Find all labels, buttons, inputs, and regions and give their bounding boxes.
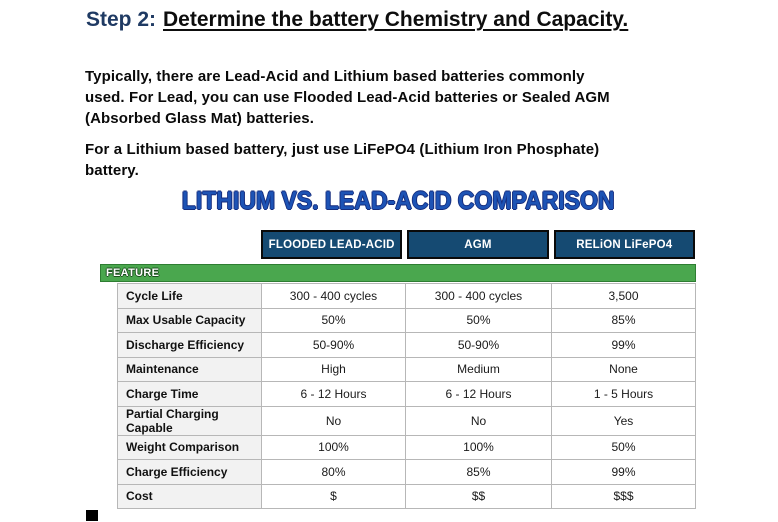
value-cell: No xyxy=(261,405,406,436)
column-header-flooded-lead-acid: FLOODED LEAD-ACID xyxy=(261,230,403,259)
value-cell: 99% xyxy=(551,459,696,485)
feature-cell: Partial Charging Capable xyxy=(117,405,262,436)
value-cell: High xyxy=(261,356,406,382)
feature-band-label: FEATURE xyxy=(106,267,160,279)
value-cell: 50% xyxy=(551,434,696,460)
value-cell: 3,500 xyxy=(551,283,696,309)
value-cell: 99% xyxy=(551,332,696,358)
step-heading-title: Determine the battery Chemistry and Capa… xyxy=(163,8,629,31)
value-cell: 80% xyxy=(261,459,406,485)
feature-cell: Cycle Life xyxy=(117,283,262,309)
feature-band: FEATURE xyxy=(100,264,696,282)
value-cell: $ xyxy=(261,483,406,509)
table-row: Cost $ $$ $$$ xyxy=(117,483,696,509)
value-cell: $$$ xyxy=(551,483,696,509)
value-cell: No xyxy=(405,405,552,436)
feature-cell: Maintenance xyxy=(117,356,262,382)
value-cell: Yes xyxy=(551,405,696,436)
value-cell: 6 - 12 Hours xyxy=(405,381,552,407)
value-cell: 1 - 5 Hours xyxy=(551,381,696,407)
value-cell: Medium xyxy=(405,356,552,382)
comparison-header-row: FLOODED LEAD-ACID AGM RELiON LiFePO4 xyxy=(261,230,695,259)
comparison-table-title: LITHIUM VS. LEAD-ACID COMPARISON xyxy=(182,187,615,215)
value-cell: 100% xyxy=(261,434,406,460)
step-number-label: Step 2: xyxy=(86,8,157,31)
value-cell: 300 - 400 cycles xyxy=(405,283,552,309)
value-cell: 85% xyxy=(551,307,696,333)
value-cell: 300 - 400 cycles xyxy=(261,283,406,309)
comparison-table: Cycle Life 300 - 400 cycles 300 - 400 cy… xyxy=(117,283,696,509)
table-row: Weight Comparison 100% 100% 50% xyxy=(117,434,696,460)
table-row: Cycle Life 300 - 400 cycles 300 - 400 cy… xyxy=(117,283,696,309)
value-cell: 50-90% xyxy=(405,332,552,358)
value-cell: 6 - 12 Hours xyxy=(261,381,406,407)
value-cell: 50-90% xyxy=(261,332,406,358)
feature-cell: Cost xyxy=(117,483,262,509)
value-cell: 100% xyxy=(405,434,552,460)
feature-cell: Max Usable Capacity xyxy=(117,307,262,333)
table-row: Max Usable Capacity 50% 50% 85% xyxy=(117,307,696,333)
feature-cell: Weight Comparison xyxy=(117,434,262,460)
end-of-content-square xyxy=(86,510,98,521)
step-heading: Step 2: Determine the battery Chemistry a… xyxy=(86,5,634,35)
feature-cell: Discharge Efficiency xyxy=(117,332,262,358)
feature-cell: Charge Time xyxy=(117,381,262,407)
table-row: Maintenance High Medium None xyxy=(117,356,696,382)
table-row: Discharge Efficiency 50-90% 50-90% 99% xyxy=(117,332,696,358)
feature-cell: Charge Efficiency xyxy=(117,459,262,485)
value-cell: $$ xyxy=(405,483,552,509)
intro-paragraph-lithium: For a Lithium based battery, just use Li… xyxy=(85,141,600,179)
value-cell: 50% xyxy=(405,307,552,333)
intro-paragraph-lead-acid: Typically, there are Lead-Acid and Lithi… xyxy=(85,68,610,127)
value-cell: None xyxy=(551,356,696,382)
table-row: Charge Time 6 - 12 Hours 6 - 12 Hours 1 … xyxy=(117,381,696,407)
column-header-relion-lifepo4: RELiON LiFePO4 xyxy=(553,230,695,259)
value-cell: 50% xyxy=(261,307,406,333)
table-row: Charge Efficiency 80% 85% 99% xyxy=(117,459,696,485)
column-header-agm: AGM xyxy=(407,230,549,259)
table-row: Partial Charging Capable No No Yes xyxy=(117,405,696,436)
value-cell: 85% xyxy=(405,459,552,485)
